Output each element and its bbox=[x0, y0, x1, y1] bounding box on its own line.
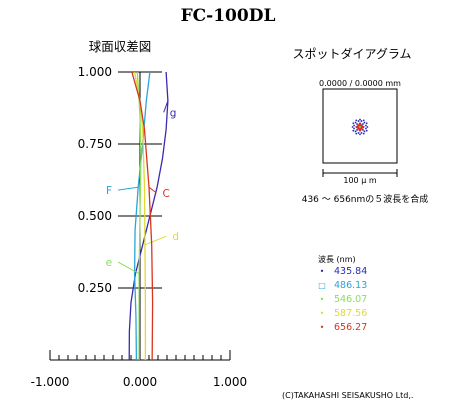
legend-item: • 587.56 bbox=[318, 308, 368, 320]
legend-label: 587.56 bbox=[334, 308, 368, 319]
spot-point-blue bbox=[362, 132, 365, 135]
legend-marker: • bbox=[319, 295, 325, 304]
spot-point-blue bbox=[365, 122, 368, 125]
series-label-g: g bbox=[170, 107, 177, 119]
series-label-d: d bbox=[172, 231, 179, 243]
spot-point-blue bbox=[366, 126, 369, 128]
series-leader-g bbox=[163, 100, 169, 113]
spot-point-blue bbox=[360, 120, 363, 122]
legend-item: • 435.84 bbox=[318, 266, 368, 278]
spot-point-blue bbox=[356, 123, 358, 125]
series-leader-d bbox=[144, 235, 167, 246]
spot-point-blue bbox=[365, 129, 368, 132]
legend-marker: • bbox=[319, 309, 325, 318]
y-tick-label: 0.500 bbox=[78, 209, 112, 223]
legend-label: 656.27 bbox=[334, 322, 368, 333]
spot-point-red bbox=[356, 125, 360, 129]
spot-point-blue bbox=[352, 129, 355, 132]
legend-marker: □ bbox=[318, 281, 326, 290]
spot-diagram-title: スポットダイアグラム bbox=[292, 47, 412, 61]
legend-label: 546.07 bbox=[334, 294, 368, 305]
legend-title: 波長 (nm) bbox=[318, 255, 356, 264]
series-label-C: C bbox=[163, 188, 170, 200]
spot-point-blue bbox=[360, 132, 363, 134]
series-leader-e bbox=[117, 261, 140, 275]
spot-box bbox=[322, 88, 398, 164]
spot-point-blue bbox=[353, 124, 355, 127]
spot-scale-label: 100 μ m bbox=[343, 176, 377, 185]
page-title: FC-100DL bbox=[180, 6, 276, 26]
spot-point-green bbox=[358, 126, 361, 129]
legend-marker: • bbox=[319, 323, 325, 332]
spot-point-blue bbox=[365, 127, 367, 130]
legend-item: • 546.07 bbox=[318, 294, 368, 306]
spot-point-blue bbox=[363, 121, 366, 124]
spot-point-blue bbox=[357, 132, 360, 134]
spot-point-blue bbox=[355, 132, 358, 135]
legend-marker: • bbox=[319, 267, 325, 276]
spot-point-blue bbox=[351, 126, 354, 128]
legend-item: □ 486.13 bbox=[318, 280, 367, 292]
series-label-F: F bbox=[106, 185, 112, 197]
y-tick-label: 0.250 bbox=[78, 281, 112, 295]
y-tick-label: 0.750 bbox=[78, 137, 112, 151]
spot-point-blue bbox=[362, 119, 365, 122]
spot-point-blue bbox=[356, 129, 358, 131]
series-label-e: e bbox=[106, 257, 112, 269]
spot-point-blue bbox=[365, 124, 367, 127]
x-tick-label: -1.000 bbox=[31, 375, 70, 389]
legend-item: • 656.27 bbox=[318, 322, 368, 334]
spot-point-blue bbox=[353, 127, 355, 130]
spot-coordinates: 0.0000 / 0.0000 mm bbox=[319, 79, 401, 88]
x-tick-label: 1.000 bbox=[213, 375, 247, 389]
series-line-F bbox=[133, 71, 151, 361]
series-leader-C bbox=[148, 186, 157, 194]
spot-point-blue bbox=[359, 118, 361, 121]
spot-point-red bbox=[360, 125, 364, 129]
copyright-text: (C)TAKAHASHI SEISAKUSHO Ltd,. bbox=[282, 391, 414, 400]
spot-point-blue bbox=[354, 121, 357, 124]
spot-point-blue bbox=[362, 129, 364, 131]
spot-point-red bbox=[358, 127, 362, 131]
series-line-e bbox=[136, 71, 142, 360]
legend-label: 435.84 bbox=[334, 266, 368, 277]
y-tick-label: 1.000 bbox=[78, 65, 112, 79]
spot-point-blue bbox=[359, 133, 361, 136]
spot-diagram-note: 436 ～ 656nmの５波長を合成 bbox=[301, 195, 429, 205]
spot-point-blue bbox=[352, 122, 355, 125]
spot-point-blue bbox=[363, 130, 366, 133]
spot-point-blue bbox=[362, 123, 364, 125]
spot-point-blue bbox=[354, 130, 357, 133]
spot-point-blue bbox=[355, 119, 358, 122]
series-leader-F bbox=[118, 186, 139, 191]
x-tick-label: 0.000 bbox=[123, 375, 157, 389]
legend-label: 486.13 bbox=[334, 280, 368, 291]
spot-point-blue bbox=[357, 120, 360, 122]
spherical-aberration-title: 球面収差図 bbox=[88, 39, 152, 54]
spot-point-red bbox=[358, 123, 362, 127]
